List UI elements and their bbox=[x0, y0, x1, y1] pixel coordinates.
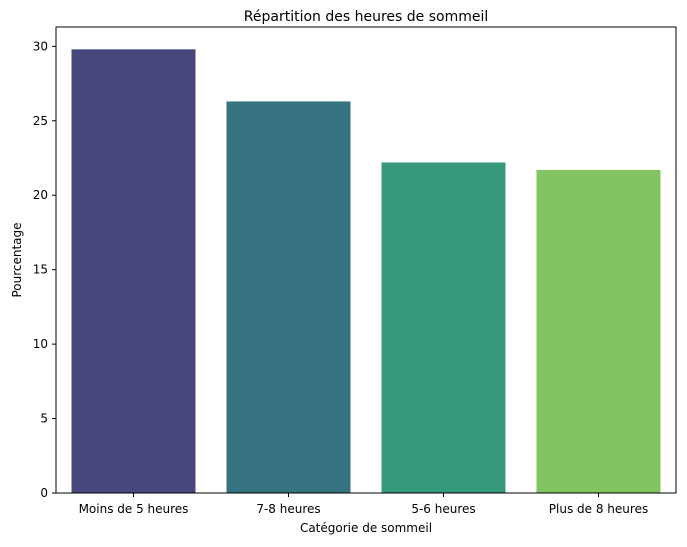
y-tick-label: 0 bbox=[40, 486, 48, 500]
x-tick-label: Moins de 5 heures bbox=[79, 502, 189, 516]
x-tick-label: Plus de 8 heures bbox=[549, 502, 648, 516]
chart-title: Répartition des heures de sommeil bbox=[244, 9, 488, 25]
y-tick-label: 30 bbox=[33, 39, 48, 53]
plot-frame bbox=[55, 26, 677, 494]
bar-4 bbox=[536, 169, 661, 493]
bar-3 bbox=[381, 162, 506, 493]
bar-2 bbox=[226, 101, 351, 494]
x-tick-label: 5-6 heures bbox=[411, 502, 475, 516]
y-tick-label: 10 bbox=[33, 337, 48, 351]
y-tick-label: 20 bbox=[33, 188, 48, 202]
bar-1 bbox=[71, 49, 196, 493]
y-tick-label: 25 bbox=[33, 114, 48, 128]
y-axis: 0 5 10 15 20 25 30 bbox=[33, 39, 56, 500]
x-tick-label: 7-8 heures bbox=[256, 502, 320, 516]
bars-group bbox=[71, 49, 661, 494]
y-tick-label: 15 bbox=[33, 263, 48, 277]
y-axis-label: Pourcentage bbox=[10, 222, 24, 297]
x-axis: Moins de 5 heures 7-8 heures 5-6 heures Plu… bbox=[79, 493, 648, 516]
x-axis-label: Catégorie de sommeil bbox=[300, 521, 432, 535]
y-tick-label: 5 bbox=[40, 412, 48, 426]
